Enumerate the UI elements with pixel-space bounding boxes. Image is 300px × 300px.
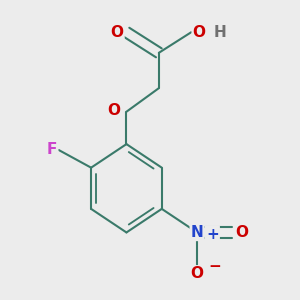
Text: O: O	[236, 225, 248, 240]
Text: O: O	[110, 25, 124, 40]
Text: N: N	[191, 225, 203, 240]
Text: O: O	[193, 25, 206, 40]
Text: +: +	[206, 226, 219, 242]
Text: O: O	[190, 266, 204, 281]
Text: −: −	[209, 259, 222, 274]
Text: F: F	[47, 142, 57, 158]
Text: O: O	[108, 103, 121, 118]
Text: H: H	[213, 25, 226, 40]
